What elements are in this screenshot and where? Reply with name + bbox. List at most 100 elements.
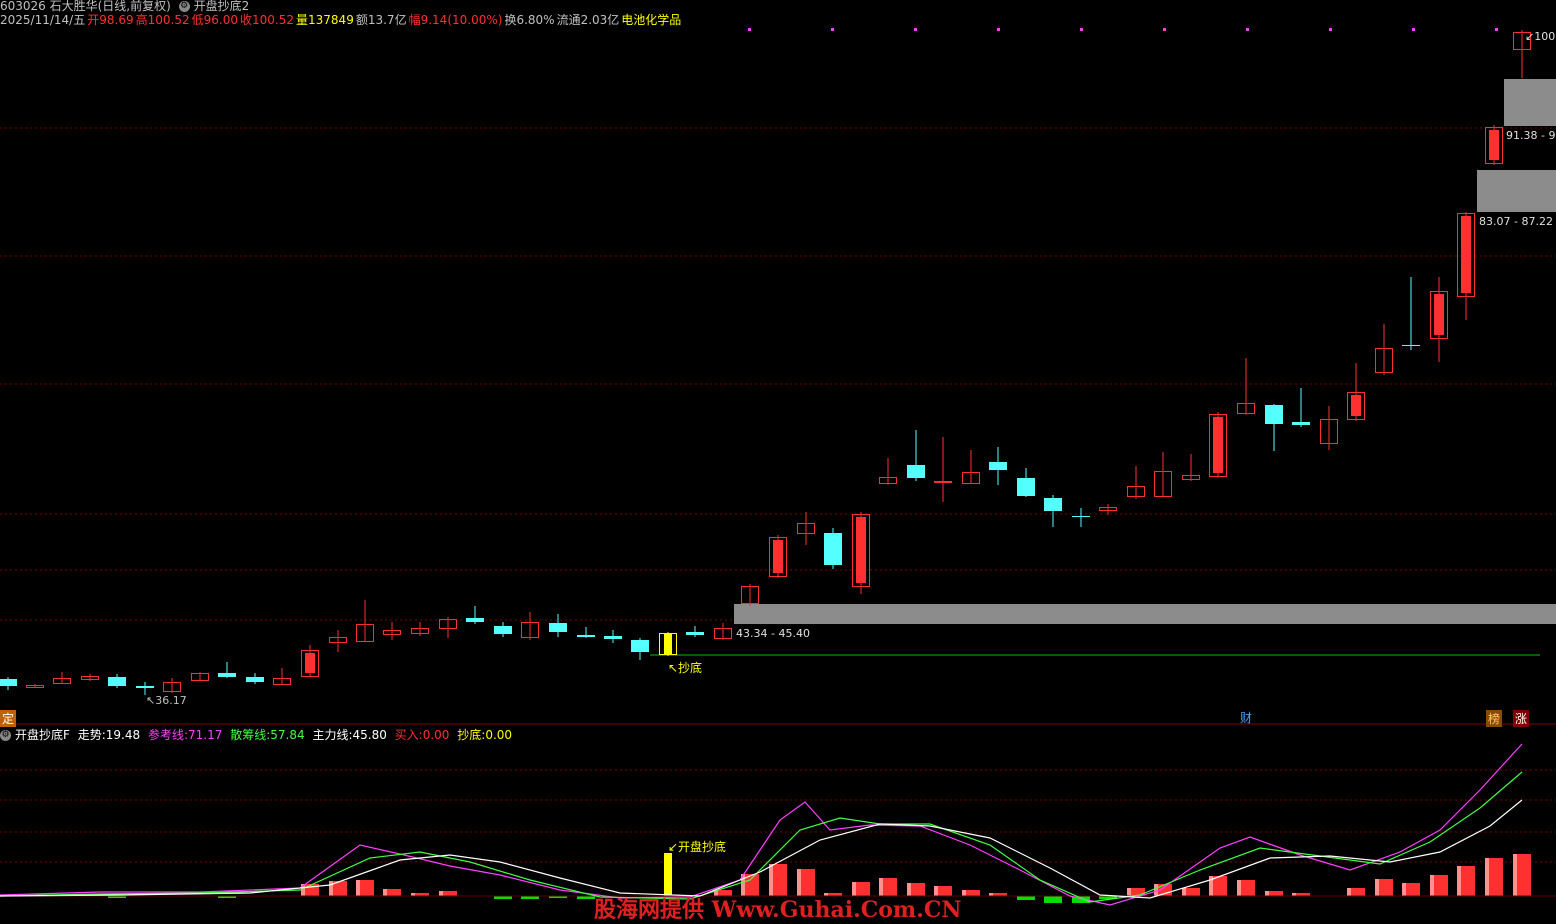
indicator-bar-hl bbox=[411, 893, 415, 896]
candle-body-fill bbox=[1213, 417, 1223, 473]
candle-body-down bbox=[1292, 422, 1310, 425]
trend-label: 走势: bbox=[77, 728, 106, 742]
open-label: 开 bbox=[87, 13, 100, 27]
indicator-signal-label: ↙开盘抄底 bbox=[668, 840, 727, 854]
candle-body-down bbox=[989, 462, 1007, 470]
indicator-bar bbox=[741, 874, 759, 896]
candle-body-up bbox=[1099, 507, 1117, 511]
indicator-bar-hl bbox=[934, 886, 938, 896]
candle-body-up bbox=[411, 628, 429, 634]
stock-title-row: 603026 石大胜华(日线,前复权) ⚙ 开盘抄底2 bbox=[0, 0, 253, 14]
candle-body-down bbox=[1402, 345, 1420, 346]
vol-label: 量 bbox=[296, 13, 309, 27]
candle-body-down bbox=[604, 636, 622, 639]
candle-body-up bbox=[1375, 348, 1393, 373]
indicator-bar bbox=[1485, 858, 1503, 896]
badge-bang[interactable]: 榜 bbox=[1486, 710, 1503, 727]
indicator-bar-hl bbox=[1265, 891, 1269, 896]
indicator-bar bbox=[962, 890, 980, 896]
indicator-bar-green bbox=[577, 896, 595, 899]
stock-title: 603026 石大胜华(日线,前复权) bbox=[0, 0, 171, 13]
candle-body-fill bbox=[1434, 294, 1444, 335]
candle-body-up bbox=[1209, 414, 1227, 477]
bottom-value: 0.00 bbox=[485, 728, 513, 742]
indicator-bar-hl bbox=[989, 893, 993, 896]
top-dot-marker bbox=[1163, 28, 1166, 31]
indicator-bar bbox=[797, 869, 815, 896]
price-zone-3 bbox=[1504, 79, 1556, 126]
indicator-bar bbox=[1292, 893, 1310, 896]
indicator-bar-hl bbox=[1154, 884, 1158, 896]
candle-body-down bbox=[218, 673, 236, 677]
indicator-bar-hl bbox=[852, 882, 856, 896]
scatter-line bbox=[0, 771, 1523, 903]
indicator-bar-hl bbox=[329, 881, 333, 896]
candle-body-up bbox=[1513, 32, 1531, 50]
candle-body-down bbox=[136, 686, 154, 688]
buy-value: 0.00 bbox=[422, 728, 450, 742]
top-dot-marker bbox=[1329, 28, 1332, 31]
indicator-bar bbox=[1513, 854, 1531, 896]
candle-body-down bbox=[577, 635, 595, 637]
top-price-label: ↙100 bbox=[1525, 30, 1556, 43]
indicator-bar-hl bbox=[301, 884, 305, 896]
candle-body-up bbox=[383, 630, 401, 635]
gear-icon[interactable]: ⚙ bbox=[178, 1, 190, 12]
formula-name[interactable]: 开盘抄底2 bbox=[193, 0, 250, 13]
turnover: 换6.80% bbox=[504, 13, 555, 27]
indicator-bar-hl bbox=[1237, 880, 1241, 896]
candle-body-down bbox=[246, 677, 264, 682]
buy-label: 买入: bbox=[394, 728, 423, 742]
indicator-bar-hl bbox=[1513, 854, 1517, 896]
badge-ding[interactable]: 定 bbox=[0, 710, 17, 727]
watermark: 股海网提供 Www.Guhai.Com.CN bbox=[594, 897, 962, 923]
candle-body-fill bbox=[1489, 130, 1499, 160]
indicator-gear-icon[interactable]: ⚙ bbox=[0, 730, 11, 741]
candle-body-up bbox=[26, 685, 44, 688]
indicator-bar bbox=[383, 889, 401, 896]
candle-body-down bbox=[494, 626, 512, 634]
indicator-bar bbox=[1457, 866, 1475, 896]
indicator-bar-hl bbox=[1375, 879, 1379, 896]
indicator-bar-hl bbox=[439, 891, 443, 896]
candle-body-up bbox=[962, 472, 980, 484]
signal-fill bbox=[664, 633, 672, 654]
indicator-bar-hl bbox=[1347, 888, 1351, 896]
candle-body-up bbox=[714, 628, 732, 639]
scatter-value: 57.84 bbox=[270, 728, 305, 742]
candle-body-up bbox=[273, 678, 291, 685]
candle-body-up bbox=[1347, 392, 1365, 420]
indicator-bar bbox=[1237, 880, 1255, 896]
candle-body-up bbox=[301, 650, 319, 677]
indicator-bar-hl bbox=[797, 869, 801, 896]
amt-value: 13.7亿 bbox=[367, 13, 407, 27]
indicator-bar-hl bbox=[1430, 875, 1434, 896]
candle-body-up bbox=[356, 624, 374, 642]
indicator-name[interactable]: 开盘抄底F bbox=[15, 728, 70, 742]
indicator-bar bbox=[1402, 883, 1420, 896]
candle-body-up bbox=[1127, 486, 1145, 497]
close-value: 100.52 bbox=[252, 13, 294, 27]
candle-body-up bbox=[769, 537, 787, 577]
indicator-bar bbox=[907, 883, 925, 896]
candle-body-down bbox=[631, 640, 649, 652]
badge-zhang[interactable]: 涨 bbox=[1513, 710, 1530, 727]
indicator-bar bbox=[824, 893, 842, 896]
badge-cai[interactable]: 财 bbox=[1240, 711, 1253, 725]
top-price-value: 100 bbox=[1534, 30, 1556, 43]
indicator-signal-bar bbox=[664, 853, 672, 896]
top-dot-marker bbox=[1495, 28, 1498, 31]
scatter-label: 散筹线: bbox=[230, 728, 271, 742]
candle-body-up bbox=[81, 676, 99, 680]
low-value: 96.00 bbox=[203, 13, 238, 27]
low-mark-value: 36.17 bbox=[155, 694, 187, 707]
zone1-label: 43.34 - 45.40 bbox=[736, 627, 810, 640]
sector-link[interactable]: 电池化学品 bbox=[621, 13, 682, 27]
indicator-bar bbox=[714, 890, 732, 896]
main-line bbox=[0, 799, 1523, 899]
candle-body-down bbox=[1017, 478, 1035, 496]
indicator-bar bbox=[1209, 876, 1227, 896]
bottom-label: 抄底: bbox=[457, 728, 486, 742]
amt-label: 额 bbox=[355, 13, 368, 27]
candle-body-down bbox=[686, 632, 704, 635]
